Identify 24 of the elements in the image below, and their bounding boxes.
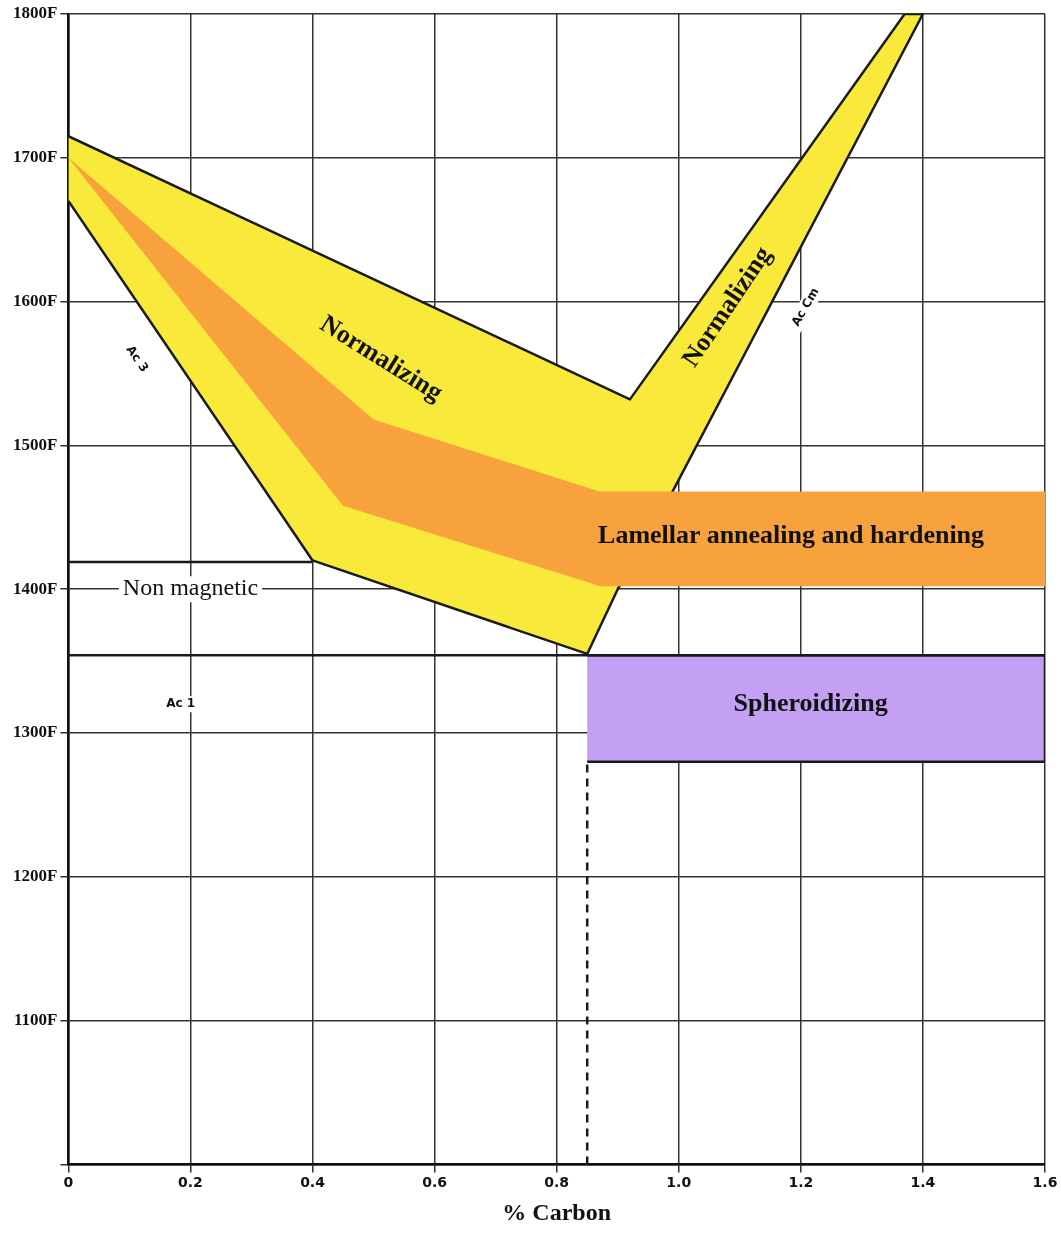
y-tick-label: 1600F xyxy=(12,290,58,310)
x-tick-label: 0.2 xyxy=(178,1174,203,1191)
x-tick-label: 1.4 xyxy=(910,1174,936,1191)
x-tick-label: 0 xyxy=(63,1174,74,1191)
x-tick-label: 0.4 xyxy=(300,1174,326,1191)
y-tick-label: 1500F xyxy=(12,434,58,454)
y-tick-label: 1200F xyxy=(12,866,58,886)
annotation: Non magnetic xyxy=(122,574,259,601)
x-axis-title: % Carbon xyxy=(502,1198,612,1225)
x-tick-label: 0.8 xyxy=(544,1174,570,1191)
annotation: Spheroidizing xyxy=(733,687,888,717)
annotation: Ac 3 xyxy=(123,342,152,375)
annotation: Ac 1 xyxy=(166,696,196,711)
x-tick-label: 1.0 xyxy=(666,1174,692,1191)
y-tick-label: 1400F xyxy=(12,578,58,598)
x-tick-label: 1.6 xyxy=(1032,1174,1058,1191)
annotation: Lamellar annealing and hardening xyxy=(598,520,985,549)
y-tick-label: 1800F xyxy=(12,3,58,23)
x-tick-label: 1.2 xyxy=(788,1174,814,1191)
y-tick-label: 1100F xyxy=(13,1009,58,1029)
annotation: Ac Cm xyxy=(788,285,822,329)
y-tick-label: 1300F xyxy=(12,722,58,742)
x-tick-label: 0.6 xyxy=(422,1174,448,1191)
y-tick-label: 1700F xyxy=(12,147,58,167)
